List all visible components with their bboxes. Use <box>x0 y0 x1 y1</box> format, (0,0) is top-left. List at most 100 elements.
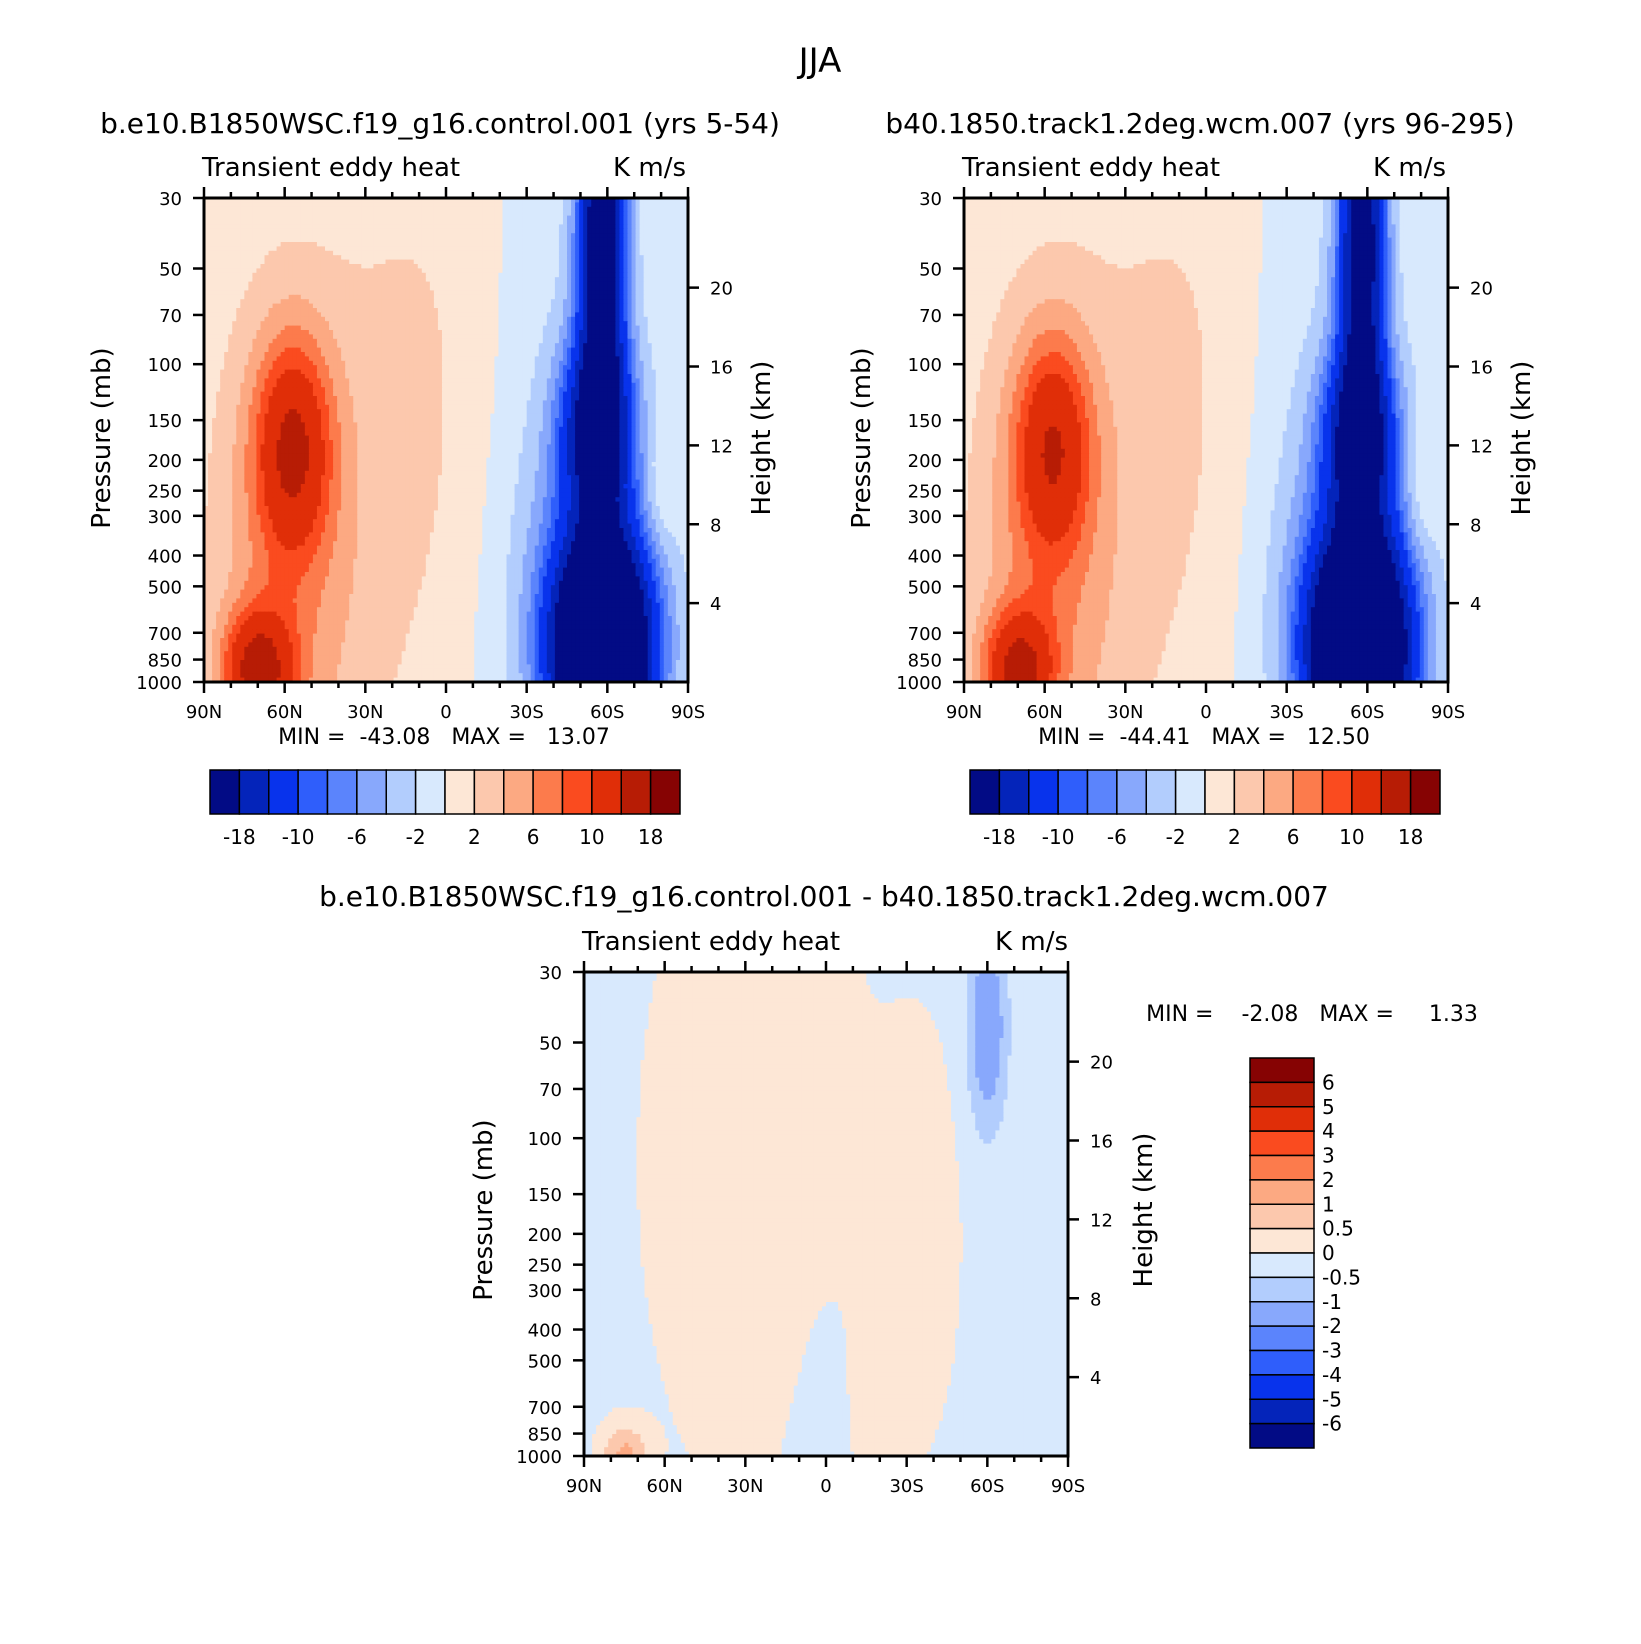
field-cell <box>405 360 411 366</box>
field-cell <box>558 369 564 375</box>
field-cell <box>304 308 310 313</box>
field-cell <box>413 369 419 375</box>
field-cell <box>522 277 528 283</box>
field-cell <box>502 316 508 322</box>
field-cell <box>284 202 290 208</box>
field-cell <box>397 308 403 313</box>
field-cell <box>417 338 423 344</box>
field-cell <box>623 294 629 300</box>
field-cell <box>466 233 471 239</box>
field-cell <box>659 264 665 269</box>
field-cell <box>337 286 342 291</box>
field-cell <box>401 290 407 296</box>
field-cell <box>639 286 645 291</box>
field-cell <box>679 330 685 335</box>
field-cell <box>466 303 471 309</box>
field-cell <box>224 321 229 327</box>
field-cell <box>413 334 419 340</box>
field-cell <box>333 246 338 252</box>
field-cell <box>518 198 524 203</box>
field-cell <box>264 299 270 305</box>
field-cell <box>401 215 407 221</box>
field-cell <box>683 356 688 362</box>
field-cell <box>228 224 233 230</box>
field-cell <box>619 250 625 256</box>
field-cell <box>482 259 487 265</box>
field-cell <box>228 325 233 331</box>
field-cell <box>224 352 229 357</box>
field-cell <box>385 228 391 234</box>
field-cell <box>224 272 229 278</box>
field-cell <box>413 277 419 283</box>
field-cell <box>325 281 330 287</box>
field-cell <box>675 312 681 318</box>
field-cell <box>655 281 661 287</box>
field-cell <box>292 347 298 353</box>
field-cell <box>413 220 419 225</box>
field-cell <box>542 343 548 349</box>
field-cell <box>421 255 427 261</box>
field-cell <box>433 303 439 309</box>
field-cell <box>446 233 451 239</box>
field-cell <box>522 356 528 362</box>
field-cell <box>595 312 600 318</box>
field-cell <box>300 369 306 375</box>
field-cell <box>671 268 677 274</box>
field-cell <box>611 294 616 300</box>
field-cell <box>312 343 318 349</box>
field-cell <box>526 334 532 340</box>
field-cell <box>409 321 415 327</box>
field-cell <box>264 290 270 296</box>
field-cell <box>272 206 278 212</box>
field-cell <box>675 294 681 300</box>
field-cell <box>337 246 342 252</box>
field-cell <box>655 246 661 252</box>
field-cell <box>212 369 217 375</box>
field-cell <box>280 316 286 322</box>
field-cell <box>373 255 379 261</box>
field-cell <box>296 347 302 353</box>
field-cell <box>216 312 221 318</box>
field-cell <box>276 233 282 239</box>
field-cell <box>284 268 290 274</box>
field-cell <box>611 321 616 327</box>
field-cell <box>466 242 471 247</box>
field-cell <box>256 369 262 375</box>
field-cell <box>345 347 350 353</box>
field-cell <box>518 268 524 274</box>
field-cell <box>361 242 366 247</box>
field-cell <box>530 224 536 230</box>
field-cell <box>413 294 419 300</box>
field-cell <box>679 242 685 247</box>
field-cell <box>603 308 608 313</box>
field-cell <box>611 255 616 261</box>
field-cell <box>671 325 677 331</box>
field-cell <box>216 378 221 384</box>
field-cell <box>595 259 600 265</box>
field-cell <box>341 286 346 291</box>
field-cell <box>486 294 491 300</box>
field-cell <box>260 347 266 353</box>
field-cell <box>587 211 592 217</box>
field-cell <box>260 215 266 221</box>
field-cell <box>603 316 608 322</box>
field-cell <box>462 294 467 300</box>
field-cell <box>216 338 221 344</box>
field-cell <box>514 272 520 278</box>
field-cell <box>683 343 688 349</box>
field-cell <box>288 356 294 362</box>
field-cell <box>663 303 669 309</box>
field-cell <box>619 369 625 375</box>
field-cell <box>252 202 258 208</box>
field-cell <box>381 338 387 344</box>
field-cell <box>208 268 213 274</box>
field-cell <box>441 233 447 239</box>
field-cell <box>308 211 314 217</box>
field-cell <box>365 365 370 371</box>
field-cell <box>341 277 346 283</box>
field-cell <box>264 272 270 278</box>
field-cell <box>683 246 688 252</box>
field-cell <box>304 286 310 291</box>
field-cell <box>619 290 625 296</box>
field-cell <box>466 220 471 225</box>
